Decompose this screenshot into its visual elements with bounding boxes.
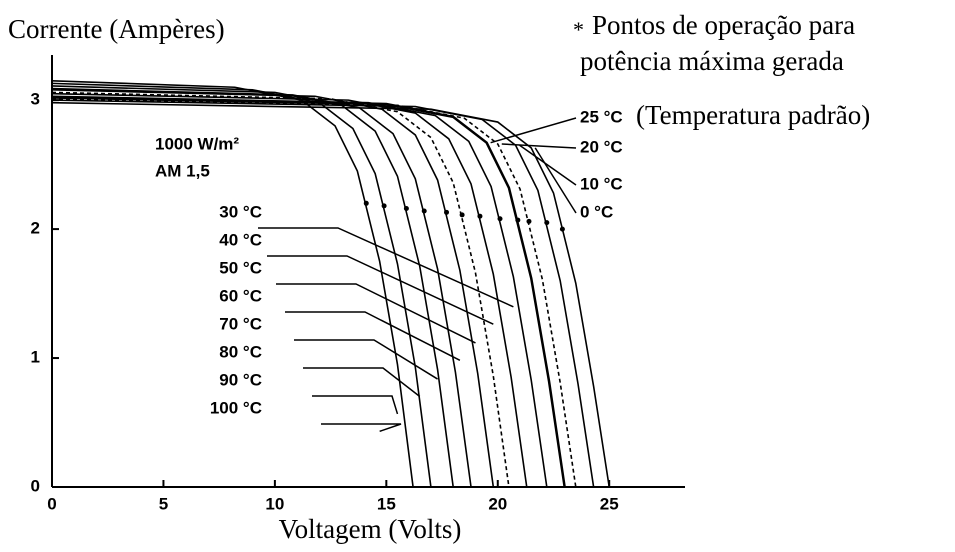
iv-curve xyxy=(51,92,528,488)
iv-curve xyxy=(51,96,566,488)
iv-curve xyxy=(51,95,548,488)
y-tick-label: 0 xyxy=(31,476,40,495)
leader-line xyxy=(303,367,421,398)
legend-text: potência máxima gerada xyxy=(580,46,844,76)
x-tick-label: 25 xyxy=(600,494,619,513)
leader-line xyxy=(321,423,402,433)
max-power-point xyxy=(421,208,427,214)
iv-curve xyxy=(51,101,611,488)
max-power-point xyxy=(444,209,450,215)
series-label: 70 °C xyxy=(219,314,262,333)
max-power-point xyxy=(363,200,369,206)
series-label: 25 °C xyxy=(580,107,623,126)
leader-line xyxy=(267,255,494,325)
series-label: 10 °C xyxy=(580,174,623,193)
x-tick-label: 5 xyxy=(159,494,168,513)
leader-line xyxy=(276,283,476,344)
standard-note: (Temperatura padrão) xyxy=(636,100,870,130)
max-power-point xyxy=(403,205,409,211)
iv-curve xyxy=(51,79,414,488)
y-tick-label: 3 xyxy=(31,90,40,109)
max-power-point xyxy=(459,212,465,218)
y-tick-label: 1 xyxy=(31,348,40,367)
max-power-point xyxy=(559,226,565,232)
series-label: 50 °C xyxy=(219,258,262,277)
iv-curve xyxy=(51,85,454,488)
leader-line xyxy=(490,117,577,144)
leader-line xyxy=(285,311,461,362)
max-power-point xyxy=(526,218,532,224)
max-power-point xyxy=(497,216,503,222)
series-label: 30 °C xyxy=(219,202,262,221)
y-tick-label: 2 xyxy=(31,219,40,238)
leader-line xyxy=(519,144,577,186)
legend-text: Pontos de operação para xyxy=(592,10,855,40)
series-label: 60 °C xyxy=(219,286,262,305)
y-axis-label: Corrente (Ampères) xyxy=(8,14,225,44)
iv-curve xyxy=(51,82,432,488)
x-tick-label: 15 xyxy=(377,494,396,513)
leader-line xyxy=(312,395,399,415)
annotation: 1000 W/m² xyxy=(155,134,239,153)
iv-curve xyxy=(51,98,577,488)
max-power-point xyxy=(381,203,387,209)
annotation: AM 1,5 xyxy=(155,161,210,180)
max-power-point xyxy=(544,220,550,226)
series-label: 40 °C xyxy=(219,230,262,249)
iv-curve xyxy=(51,89,495,488)
leader-line xyxy=(258,227,514,308)
max-power-point xyxy=(477,213,483,219)
x-tick-label: 20 xyxy=(488,494,507,513)
leader-line xyxy=(294,339,438,380)
iv-curve xyxy=(51,87,472,488)
leader-line xyxy=(501,143,577,149)
x-tick-label: 0 xyxy=(47,494,56,513)
max-power-point xyxy=(515,217,521,223)
iv-curve xyxy=(51,99,595,488)
series-label: 90 °C xyxy=(219,370,262,389)
legend-symbol: * xyxy=(573,17,584,42)
leader-line xyxy=(534,147,577,214)
series-label: 20 °C xyxy=(580,137,623,156)
series-label: 100 °C xyxy=(210,398,262,417)
x-tick-label: 10 xyxy=(265,494,284,513)
series-label: 0 °C xyxy=(580,202,613,221)
series-label: 80 °C xyxy=(219,342,262,361)
x-axis-label: Voltagem (Volts) xyxy=(279,514,462,544)
